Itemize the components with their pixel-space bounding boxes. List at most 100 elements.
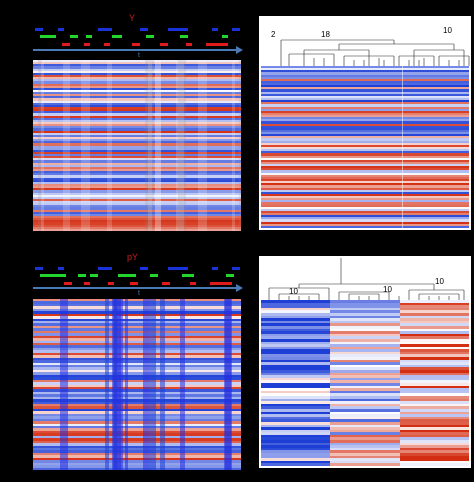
heatmap-row: [33, 413, 241, 417]
heatmap-row: [261, 191, 469, 195]
heatmap-cell-band: [261, 310, 331, 315]
heatmap-cell-band: [329, 427, 402, 432]
heatmap-cell-band: [400, 325, 469, 330]
heatmap-row: [33, 124, 241, 128]
heatmap-row: [261, 66, 469, 69]
heatmap-cell-band: [400, 403, 469, 408]
heatmap-row: [33, 171, 241, 175]
condition-marker-segment: [98, 28, 112, 31]
heatmap-cell-band: [329, 408, 402, 413]
heatmap-column-shade: [142, 299, 150, 470]
heatmap-row: [33, 440, 241, 444]
heatmap-cell-band: [400, 380, 469, 385]
heatmap-row: [33, 136, 241, 140]
heatmap-cell-band: [261, 333, 331, 338]
condition-marker-segment: [212, 28, 218, 31]
heatmap-cell-band: [400, 367, 469, 372]
heatmap-row: [33, 401, 241, 405]
heatmap-row: [261, 74, 469, 78]
panel-label-y: Y: [129, 13, 136, 23]
heatmap-cell-band: [261, 445, 331, 450]
condition-marker-segment: [160, 43, 168, 46]
heatmap-cell-band: [329, 424, 402, 429]
heatmap-row: [261, 178, 469, 182]
heatmap-row: [33, 164, 241, 168]
heatmap-row: [33, 428, 241, 432]
condition-marker-segment: [222, 35, 228, 38]
heatmap-row: [33, 418, 241, 422]
heatmap-row: [33, 145, 241, 149]
heatmap-cell-band: [400, 445, 469, 450]
heatmap-row: [261, 219, 469, 223]
heatmap-cell-band: [329, 372, 402, 377]
condition-marker-segment: [84, 43, 90, 46]
time-axis-arrowhead: [236, 284, 243, 292]
heatmap-cell-band: [329, 367, 402, 372]
heatmap-row: [261, 210, 469, 214]
heatmap-row: [33, 104, 241, 108]
heatmap-row: [33, 203, 241, 207]
heatmap-row: [33, 83, 241, 87]
condition-marker-segment: [104, 43, 110, 46]
heatmap-row: [261, 157, 469, 161]
heatmap-cell-band: [329, 460, 402, 465]
heatmap-cell-band: [329, 440, 402, 445]
heatmap-column-shade: [104, 299, 110, 470]
heatmap-row: [261, 223, 469, 227]
heatmap-column-shade: [178, 60, 186, 231]
heatmap-row: [33, 374, 241, 378]
heatmap-row: [33, 421, 241, 425]
heatmap-row: [33, 139, 241, 143]
heatmap-cell-band: [329, 320, 402, 325]
heatmap-column-shade: [197, 60, 208, 231]
heatmap-cell-band: [329, 375, 402, 380]
condition-marker-segment: [182, 274, 194, 277]
condition-marker-segment: [232, 28, 240, 31]
clustered-panel-top: 2 18 10: [259, 16, 471, 230]
heatmap-cell-band: [400, 421, 469, 426]
heatmap-row: [261, 174, 469, 178]
heatmap-column-shade: [124, 299, 129, 470]
heatmap-cell-band: [329, 315, 402, 320]
heatmap-row: [261, 204, 469, 208]
heatmap-cell-band: [261, 346, 331, 351]
heatmap-cell-band: [400, 388, 469, 393]
heatmap-cell-band: [329, 453, 402, 458]
heatmap-cell-band: [261, 440, 331, 445]
heatmap-row: [33, 357, 241, 361]
heatmap-row: [33, 218, 241, 222]
heatmap-cell-band: [329, 333, 402, 338]
heatmap-row: [261, 121, 469, 125]
condition-marker-segment: [84, 282, 90, 285]
heatmap-row: [33, 364, 241, 368]
heatmap-column-shade: [180, 299, 186, 470]
heatmap-column-shade: [144, 60, 154, 231]
condition-marker-segment: [168, 267, 188, 270]
heatmap-cell-band: [329, 377, 402, 382]
heatmap-row: [33, 372, 241, 376]
heatmap-cell-band: [261, 458, 331, 463]
heatmap-cell-band: [329, 344, 402, 349]
heatmap-cell-band: [261, 364, 331, 369]
heatmap-cell-band: [329, 416, 402, 421]
condition-marker-segment: [58, 28, 64, 31]
heatmap-row: [261, 104, 469, 108]
heatmap-row: [33, 156, 241, 160]
heatmap-row: [33, 128, 241, 132]
heatmap-cell-band: [261, 354, 331, 359]
heatmap-cell-band: [329, 421, 402, 426]
time-axis-label: t: [138, 290, 140, 297]
heatmap-row: [33, 85, 241, 89]
heatmap-row: [33, 201, 241, 205]
heatmap-row: [33, 134, 241, 138]
heatmap-cell-band: [329, 359, 402, 364]
heatmap-cell-band: [329, 455, 402, 460]
heatmap-row: [261, 129, 469, 133]
heatmap-row: [261, 153, 469, 157]
heatmap-y-clustered: [261, 66, 469, 228]
heatmap-cell-band: [329, 429, 402, 434]
heatmap-row: [261, 134, 469, 138]
heatmap-cell-band: [400, 390, 469, 395]
heatmap-row: [33, 109, 241, 113]
heatmap-column-shade: [154, 60, 161, 231]
